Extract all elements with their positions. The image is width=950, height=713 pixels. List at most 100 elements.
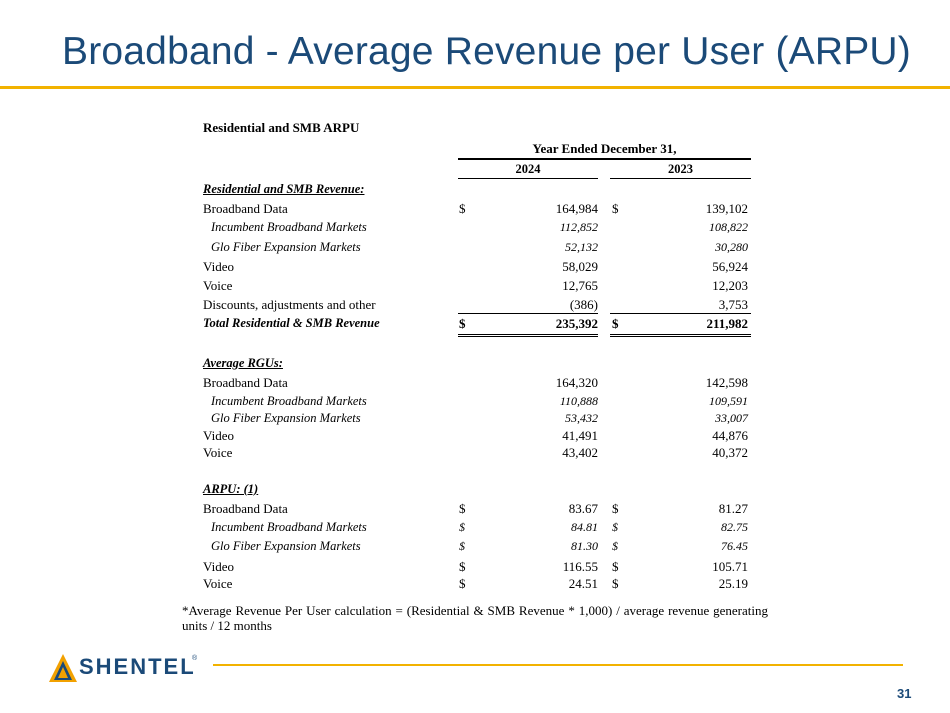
subtotal-rule	[458, 313, 598, 315]
value-2023: 30,280	[715, 239, 748, 254]
row-label: Incumbent Broadband Markets	[211, 220, 367, 235]
value-2023: 3,753	[718, 297, 748, 313]
rgus-heading: Average RGUs:	[203, 355, 283, 370]
row-label: Broadband Data	[203, 201, 288, 217]
value-2023: 33,007	[715, 410, 748, 425]
row-label: Video	[203, 427, 234, 443]
value-2023: 105.71	[712, 558, 748, 574]
dollar-sign: $	[612, 558, 619, 574]
table-row: Glo Fiber Expansion Markets 52,132 30,28…	[203, 238, 751, 257]
logo-text: SHENTEL	[79, 654, 196, 679]
value-2023: 81.27	[718, 501, 748, 517]
revenue-heading: Residential and SMB Revenue:	[203, 182, 365, 196]
value-2023: 142,598	[705, 374, 748, 390]
dollar-sign: $	[612, 316, 619, 332]
total-2024: 235,392	[555, 316, 598, 332]
dollar-sign: $	[459, 201, 466, 217]
row-label: Video	[203, 258, 234, 274]
value-2024: 164,320	[555, 374, 598, 390]
logo-registered-mark: ®	[192, 655, 198, 662]
table-row: Voice 12,765 12,203	[203, 276, 751, 295]
row-label: Discounts, adjustments and other	[203, 297, 376, 313]
dollar-sign: $	[459, 316, 466, 332]
table-row: Discounts, adjustments and other (386) 3…	[203, 295, 751, 315]
value-2024: 81.30	[571, 539, 598, 554]
value-2024: 12,765	[562, 277, 598, 293]
value-2024: 43,402	[562, 444, 598, 460]
value-2023: 56,924	[712, 258, 748, 274]
dollar-sign: $	[612, 575, 619, 591]
dollar-sign: $	[459, 539, 465, 554]
dollar-sign: $	[612, 201, 619, 217]
value-2023: 44,876	[712, 427, 748, 443]
dollar-sign: $	[459, 501, 466, 517]
table-row: Incumbent Broadband Markets 110,888 109,…	[203, 392, 751, 409]
total-label: Total Residential & SMB Revenue	[203, 316, 380, 331]
value-2023: 109,591	[709, 393, 748, 408]
total-row: Total Residential & SMB Revenue $ 235,39…	[203, 314, 751, 337]
arpu-table: Residential and SMB ARPU Year Ended Dece…	[203, 116, 751, 591]
value-2023: 139,102	[705, 201, 748, 217]
table-row: Voice $ 24.51 $ 25.19	[203, 574, 751, 591]
value-2024: 24.51	[568, 575, 598, 591]
value-2023: 40,372	[712, 444, 748, 460]
year-header: Year Ended December 31, 2024 2023	[203, 140, 751, 180]
value-2024: 112,852	[559, 220, 598, 235]
dollar-sign: $	[459, 575, 466, 591]
table-row: Broadband Data 164,320 142,598	[203, 373, 751, 392]
table-row: Broadband Data $ 83.67 $ 81.27	[203, 499, 751, 518]
row-label: Voice	[203, 444, 233, 460]
shentel-logo-icon	[49, 654, 77, 682]
dollar-sign: $	[459, 520, 465, 535]
table-row: Video 41,491 44,876	[203, 426, 751, 443]
value-2023: 108,822	[709, 220, 748, 235]
dollar-sign: $	[612, 501, 619, 517]
footer-divider	[213, 664, 903, 666]
table-row: Incumbent Broadband Markets $ 84.81 $ 82…	[203, 518, 751, 537]
value-2024: 58,029	[562, 258, 598, 274]
row-label: Broadband Data	[203, 501, 288, 517]
double-underline	[610, 333, 751, 337]
value-2024: 116.55	[562, 558, 598, 574]
table-row: Glo Fiber Expansion Markets 53,432 33,00…	[203, 409, 751, 426]
dollar-sign: $	[612, 520, 618, 535]
revenue-heading-row: Residential and SMB Revenue:	[203, 180, 751, 199]
dollar-sign: $	[612, 539, 618, 554]
page-number: 31	[897, 686, 912, 701]
subtotal-rule	[610, 313, 751, 315]
row-label: Glo Fiber Expansion Markets	[211, 539, 361, 554]
row-label: Incumbent Broadband Markets	[211, 393, 367, 408]
row-label: Voice	[203, 575, 233, 591]
column-2023: 2023	[610, 160, 751, 179]
value-2023: 76.45	[721, 539, 748, 554]
row-label: Broadband Data	[203, 374, 288, 390]
page-title: Broadband - Average Revenue per User (AR…	[62, 30, 911, 73]
footnote: *Average Revenue Per User calculation = …	[182, 603, 768, 633]
row-label: Glo Fiber Expansion Markets	[211, 239, 361, 254]
dollar-sign: $	[459, 558, 466, 574]
title-divider	[0, 86, 950, 89]
section-title: Residential and SMB ARPU	[203, 120, 360, 135]
table-row: Video 58,029 56,924	[203, 257, 751, 276]
value-2023: 82.75	[721, 520, 748, 535]
value-2023: 25.19	[718, 575, 748, 591]
value-2024: 83.67	[568, 501, 598, 517]
double-underline	[458, 333, 598, 337]
row-label: Voice	[203, 277, 233, 293]
row-label: Video	[203, 558, 234, 574]
value-2024: (386)	[569, 297, 598, 313]
value-2024: 52,132	[565, 239, 598, 254]
column-2024: 2024	[458, 160, 598, 179]
table-row: Broadband Data $ 164,984 $ 139,102	[203, 199, 751, 218]
table-row: Glo Fiber Expansion Markets $ 81.30 $ 76…	[203, 537, 751, 556]
value-2024: 84.81	[571, 520, 598, 535]
arpu-heading: ARPU: (1)	[203, 481, 259, 496]
value-2024: 110,888	[559, 393, 598, 408]
arpu-heading-row: ARPU: (1)	[203, 480, 751, 499]
value-2024: 164,984	[555, 201, 598, 217]
row-label: Glo Fiber Expansion Markets	[211, 410, 361, 425]
value-2024: 41,491	[562, 427, 598, 443]
value-2024: 53,432	[565, 410, 598, 425]
table-row: Voice 43,402 40,372	[203, 443, 751, 460]
year-ended-label: Year Ended December 31,	[458, 140, 751, 160]
